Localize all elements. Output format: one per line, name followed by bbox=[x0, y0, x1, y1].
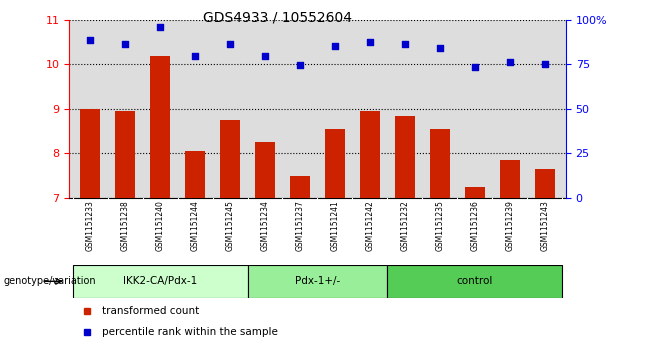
Text: transformed count: transformed count bbox=[102, 306, 199, 316]
Text: GSM1151237: GSM1151237 bbox=[295, 200, 305, 251]
Bar bbox=[500, 160, 520, 198]
Point bbox=[155, 24, 165, 29]
Bar bbox=[186, 151, 205, 198]
Text: GSM1151233: GSM1151233 bbox=[86, 200, 95, 251]
Bar bbox=[430, 129, 449, 198]
Point bbox=[540, 61, 550, 68]
Text: control: control bbox=[457, 276, 493, 286]
Bar bbox=[220, 120, 240, 198]
Point bbox=[260, 53, 270, 58]
Bar bbox=[247, 265, 388, 298]
Point bbox=[435, 45, 445, 50]
Point bbox=[120, 41, 130, 47]
Text: GDS4933 / 10552604: GDS4933 / 10552604 bbox=[203, 11, 352, 25]
Bar bbox=[535, 169, 555, 198]
Text: GSM1151234: GSM1151234 bbox=[261, 200, 270, 251]
Bar bbox=[115, 111, 135, 198]
Text: GSM1151238: GSM1151238 bbox=[120, 200, 130, 250]
Point bbox=[505, 59, 515, 65]
Bar bbox=[325, 129, 345, 198]
Text: GSM1151243: GSM1151243 bbox=[540, 200, 549, 251]
Bar bbox=[388, 265, 563, 298]
Point bbox=[85, 37, 95, 43]
Bar bbox=[255, 142, 274, 198]
Text: GSM1151240: GSM1151240 bbox=[155, 200, 164, 251]
Text: GSM1151232: GSM1151232 bbox=[401, 200, 409, 250]
Point bbox=[225, 41, 236, 47]
Text: GSM1151244: GSM1151244 bbox=[191, 200, 199, 251]
Text: Pdx-1+/-: Pdx-1+/- bbox=[295, 276, 340, 286]
Bar bbox=[395, 115, 415, 198]
Text: percentile rank within the sample: percentile rank within the sample bbox=[102, 327, 278, 337]
Point bbox=[365, 39, 375, 45]
Text: GSM1151245: GSM1151245 bbox=[226, 200, 234, 251]
Text: GSM1151239: GSM1151239 bbox=[505, 200, 515, 251]
Point bbox=[295, 62, 305, 68]
Text: genotype/variation: genotype/variation bbox=[3, 276, 96, 286]
Text: IKK2-CA/Pdx-1: IKK2-CA/Pdx-1 bbox=[123, 276, 197, 286]
Point bbox=[399, 41, 410, 47]
Bar bbox=[151, 56, 170, 198]
Bar bbox=[72, 265, 247, 298]
Bar bbox=[290, 176, 310, 198]
Bar bbox=[465, 187, 484, 198]
Point bbox=[470, 64, 480, 70]
Bar bbox=[80, 109, 100, 198]
Text: GSM1151241: GSM1151241 bbox=[330, 200, 340, 250]
Point bbox=[190, 53, 200, 58]
Text: GSM1151242: GSM1151242 bbox=[365, 200, 374, 250]
Text: GSM1151235: GSM1151235 bbox=[436, 200, 444, 251]
Text: GSM1151236: GSM1151236 bbox=[470, 200, 480, 251]
Bar bbox=[361, 111, 380, 198]
Point bbox=[330, 43, 340, 49]
